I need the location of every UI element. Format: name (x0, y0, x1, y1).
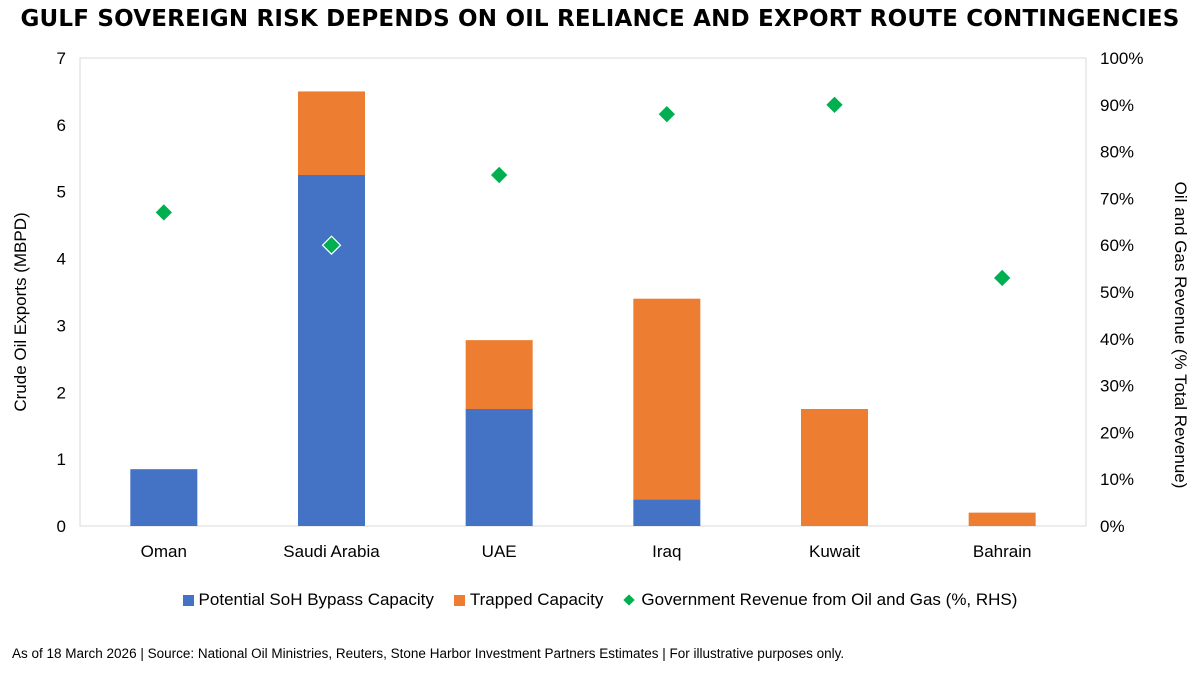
category-label-kuwait: Kuwait (809, 542, 860, 561)
category-label-oman: Oman (141, 542, 187, 561)
legend-item-bypass: Potential SoH Bypass Capacity (182, 590, 434, 610)
left-tick-6: 6 (57, 116, 66, 135)
chart-title: GULF SOVEREIGN RISK DEPENDS ON OIL RELIA… (20, 6, 1180, 32)
bar-saudi-arabia-trapped (298, 91, 365, 175)
left-axis-title: Crude Oil Exports (MBPD) (11, 212, 30, 411)
left-tick-7: 7 (57, 49, 66, 68)
left-tick-4: 4 (57, 250, 66, 269)
marker-revenue-kuwait (824, 94, 845, 115)
right-tick-80pct: 80% (1100, 143, 1134, 162)
right-axis-title: Oil and Gas Revenue (% Total Revenue) (1171, 182, 1190, 489)
bar-saudi-arabia-bypass (298, 175, 365, 526)
bar-iraq-bypass (633, 499, 701, 526)
right-tick-70pct: 70% (1100, 189, 1134, 208)
left-tick-0: 0 (57, 517, 66, 536)
marker-revenue-bahrain (992, 268, 1013, 288)
right-tick-30pct: 30% (1100, 377, 1134, 396)
legend-swatch-trapped (453, 594, 465, 606)
right-axis-ticks: 0% 10% 20% 30% 40% 50% 60% 70% 80% 90% 100% (1100, 49, 1143, 536)
bar-kuwait-trapped (801, 409, 868, 526)
legend-swatch-bypass (182, 594, 194, 606)
legend-item-revenue: Government Revenue from Oil and Gas (%, … (623, 590, 1017, 610)
right-tick-40pct: 40% (1100, 330, 1134, 349)
bar-bahrain-trapped (968, 512, 1036, 526)
legend-label-trapped: Trapped Capacity (469, 590, 604, 609)
plot-area-frame (79, 57, 1087, 527)
source-footnote: As of 18 March 2026 | Source: National O… (12, 646, 845, 661)
left-tick-3: 3 (57, 316, 66, 335)
markers-layer (153, 94, 1013, 288)
bar-uae-bypass (465, 409, 533, 526)
category-labels: Oman Saudi Arabia UAE Iraq Kuwait Bahrain (141, 542, 1032, 561)
left-tick-1: 1 (57, 450, 66, 469)
bar-oman-bypass (130, 469, 198, 526)
marker-revenue-oman (153, 202, 174, 223)
legend-item-trapped: Trapped Capacity (453, 590, 604, 610)
category-label-iraq: Iraq (652, 542, 681, 561)
left-tick-2: 2 (57, 383, 66, 402)
marker-revenue-uae (489, 165, 510, 185)
chart-legend: Potential SoH Bypass Capacity Trapped Ca… (0, 590, 1200, 610)
marker-revenue-iraq (656, 104, 677, 125)
legend-diamond-icon (623, 594, 636, 606)
legend-label-revenue: Government Revenue from Oil and Gas (%, … (641, 590, 1018, 609)
category-label-saudi-arabia: Saudi Arabia (283, 542, 380, 561)
right-tick-20pct: 20% (1100, 423, 1134, 442)
bar-iraq-trapped (633, 298, 701, 500)
marker-revenue-saudi-arabia (321, 235, 342, 256)
right-tick-100pct: 100% (1100, 49, 1143, 68)
right-tick-60pct: 60% (1100, 236, 1134, 255)
bar-uae-trapped (465, 340, 533, 409)
legend-label-bypass: Potential SoH Bypass Capacity (198, 590, 434, 609)
left-axis-ticks: 0 1 2 3 4 5 6 7 (57, 49, 66, 536)
category-label-uae: UAE (482, 542, 517, 561)
left-tick-5: 5 (57, 183, 66, 202)
right-tick-90pct: 90% (1100, 96, 1134, 115)
right-tick-50pct: 50% (1100, 283, 1134, 302)
category-label-bahrain: Bahrain (973, 542, 1032, 561)
right-tick-10pct: 10% (1100, 470, 1134, 489)
bars-layer (130, 91, 1036, 526)
right-tick-0pct: 0% (1100, 517, 1125, 536)
